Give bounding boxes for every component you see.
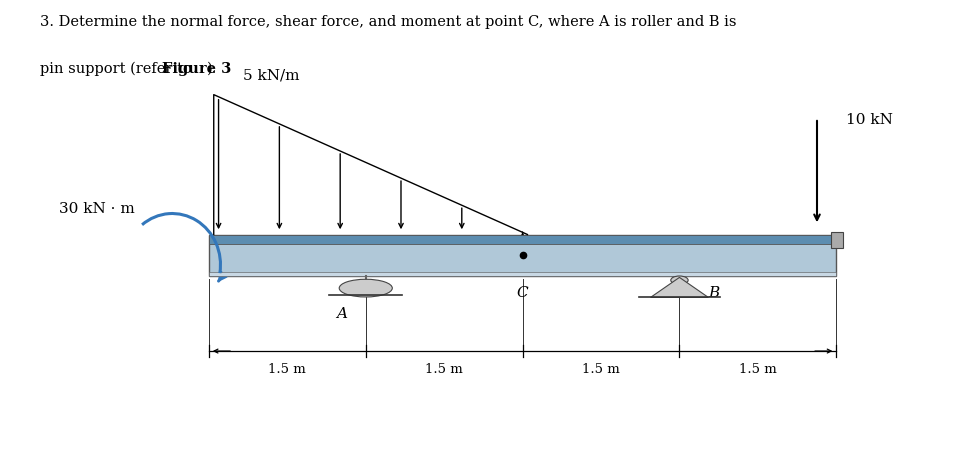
Text: 3. Determine the normal force, shear force, and moment at point C, where A is ro: 3. Determine the normal force, shear for… [40,15,737,30]
Text: A: A [336,307,348,321]
Text: B: B [709,286,719,300]
Text: 1.5 m: 1.5 m [582,363,620,376]
Ellipse shape [339,279,392,297]
Text: pin support (refer to: pin support (refer to [40,62,197,76]
Bar [209,272,836,276]
Bar [209,234,836,244]
Text: ).: ). [206,62,217,76]
Bar [832,232,843,249]
Bar [209,234,836,276]
Text: C: C [517,286,529,300]
Text: 5 kN/m: 5 kN/m [243,69,300,83]
Text: Figure 3: Figure 3 [162,62,231,76]
Text: 1.5 m: 1.5 m [425,363,463,376]
Polygon shape [650,277,709,297]
Text: 10 kN: 10 kN [846,113,892,127]
Text: 1.5 m: 1.5 m [739,363,776,376]
Circle shape [671,276,688,284]
Text: 1.5 m: 1.5 m [268,363,306,376]
Text: 30 kN · m: 30 kN · m [59,202,136,216]
